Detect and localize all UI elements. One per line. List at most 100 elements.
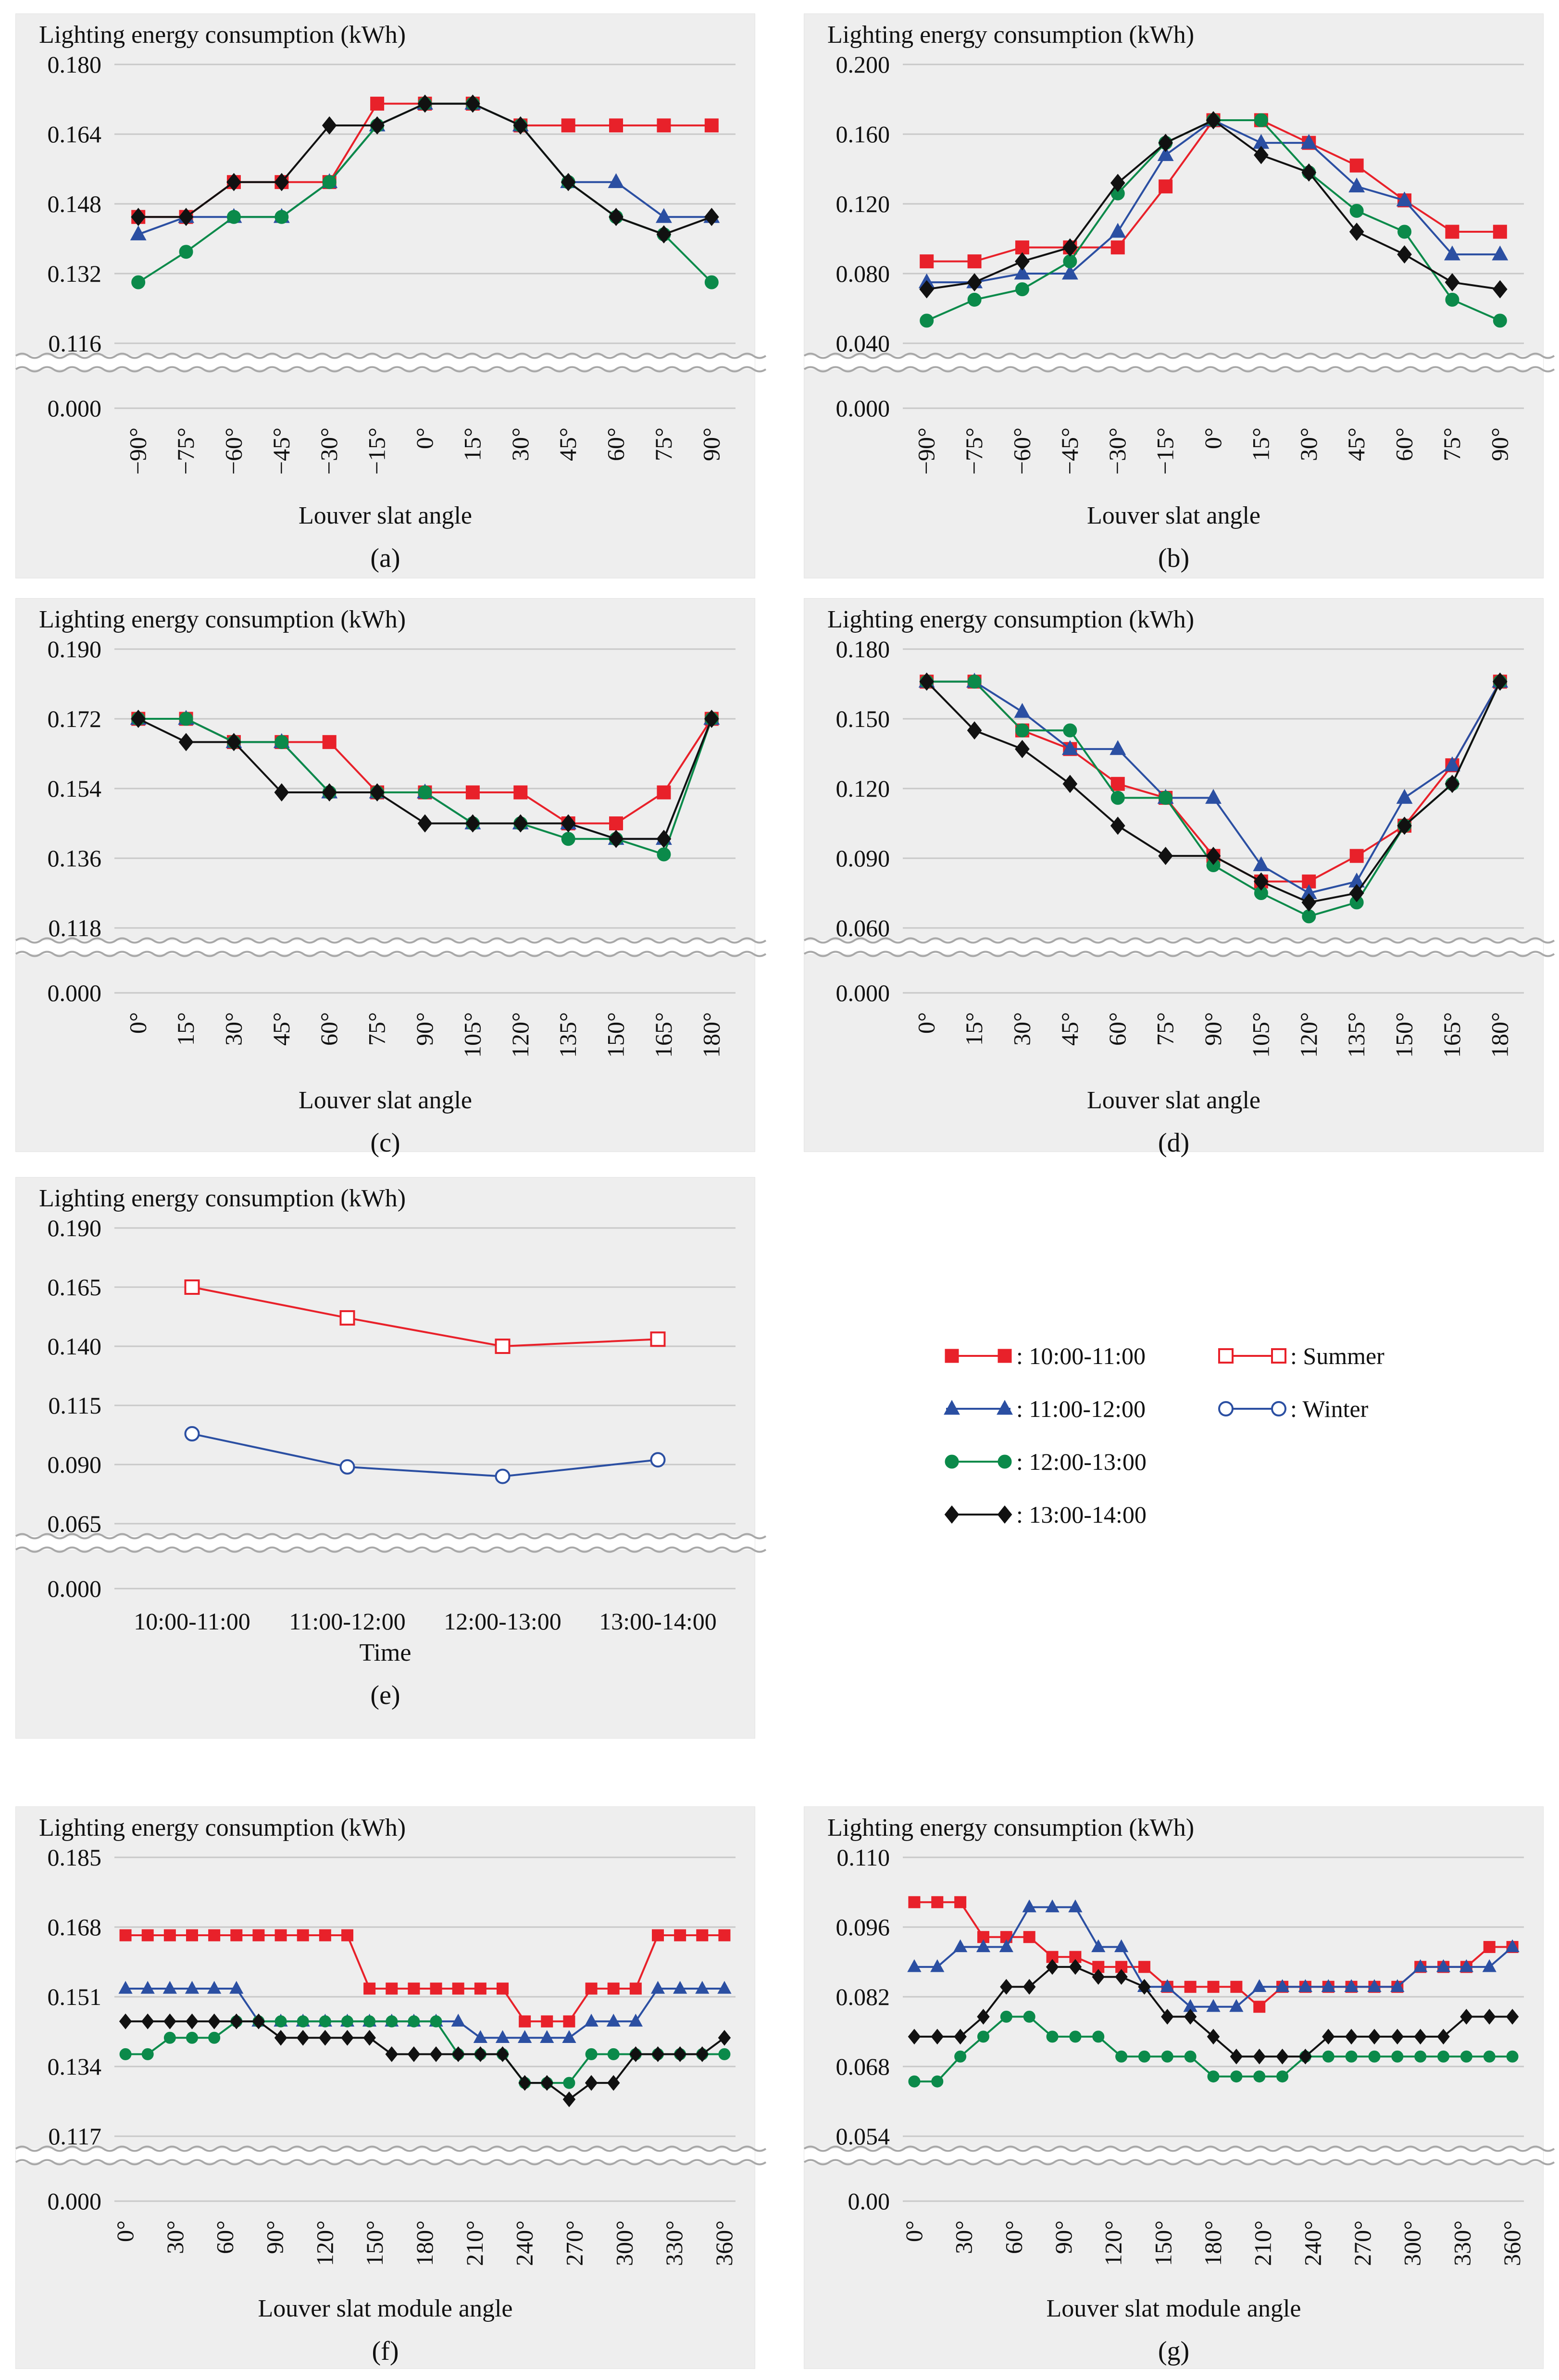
data-point xyxy=(207,1980,222,1994)
data-point xyxy=(1390,1979,1405,1992)
data-point xyxy=(322,735,337,749)
legend: : 10:00-11:00 : 11:00-12:00 : 12:00-13:0… xyxy=(942,1327,1471,1543)
data-point xyxy=(1206,847,1221,865)
x-tick-label: −15° xyxy=(363,427,390,475)
data-point xyxy=(1091,1939,1106,1953)
data-point xyxy=(1322,2029,1335,2045)
data-point xyxy=(274,783,289,802)
x-tick-label: 210° xyxy=(461,2220,488,2266)
series-s2 xyxy=(130,95,720,240)
data-point xyxy=(339,1459,355,1475)
y-tick-label-zero: 0.000 xyxy=(48,2188,102,2215)
data-point xyxy=(1344,1979,1359,1992)
y-tick-label: 0.120 xyxy=(836,775,890,802)
x-tick-label: 180° xyxy=(698,1012,724,1058)
data-point xyxy=(184,1426,200,1442)
data-point xyxy=(1396,789,1413,804)
legend-label-11-12: : 11:00-12:00 xyxy=(1016,1395,1146,1422)
data-point xyxy=(1445,775,1460,793)
data-point xyxy=(229,1980,244,1994)
data-point xyxy=(1492,245,1509,261)
series-s2 xyxy=(918,111,1509,288)
data-point xyxy=(363,2015,376,2028)
x-tick-label: −90° xyxy=(125,427,151,475)
data-point xyxy=(252,2013,265,2029)
data-point xyxy=(1445,225,1459,239)
data-point xyxy=(297,2015,309,2028)
x-tick-label: 15° xyxy=(960,1012,987,1046)
chart-svg-c: Lighting energy consumption (kWh) 0.190 0.… xyxy=(15,606,767,1158)
data-point xyxy=(1022,1899,1036,1913)
y-tick-label: 0.115 xyxy=(48,1392,101,1419)
data-point xyxy=(1302,909,1316,924)
data-point xyxy=(1015,723,1029,738)
chart-caption: (g) xyxy=(1158,2336,1189,2366)
x-tick-label: 60° xyxy=(1000,2220,1027,2254)
data-point xyxy=(931,2075,944,2088)
x-tick-label: 11:00-12:00 xyxy=(289,1608,406,1635)
data-point xyxy=(319,2015,331,2028)
x-tick-label: −45° xyxy=(1056,427,1083,475)
data-point xyxy=(1110,740,1126,755)
legend-marker-end xyxy=(1271,1348,1286,1364)
data-point xyxy=(1349,849,1364,863)
series-s1 xyxy=(131,712,719,830)
data-point xyxy=(465,94,480,113)
legend-item-10-11: : 10:00-11:00 xyxy=(942,1341,1146,1370)
y-tick-label: 0.180 xyxy=(836,636,890,663)
legend-marker-end xyxy=(997,1400,1013,1415)
x-axis-title: Louver slat angle xyxy=(1087,1087,1260,1114)
data-point xyxy=(1275,1979,1290,1992)
x-tick-label: −45° xyxy=(268,427,295,475)
y-tick-label: 0.096 xyxy=(836,1914,890,1941)
data-point xyxy=(673,2046,686,2062)
x-tick-label: 13:00-14:00 xyxy=(599,1608,716,1635)
data-point xyxy=(1483,1941,1496,1953)
data-point xyxy=(919,672,935,691)
x-tick-label: −30° xyxy=(315,427,342,475)
data-point xyxy=(226,210,241,224)
axis-break-bottom xyxy=(15,951,767,957)
data-point xyxy=(967,292,982,307)
data-point xyxy=(274,210,289,224)
data-point xyxy=(704,118,719,133)
y-tick-label: 0.168 xyxy=(48,1914,102,1941)
x-tick-label: 165° xyxy=(650,1012,677,1058)
chart-svg-g: Lighting energy consumption (kWh) 0.110 0.… xyxy=(803,1814,1555,2366)
y-tick-label: 0.172 xyxy=(48,705,102,732)
data-point xyxy=(1506,2009,1519,2025)
data-point xyxy=(540,2075,554,2091)
data-point xyxy=(430,2015,442,2028)
data-point xyxy=(1062,238,1078,257)
data-point xyxy=(1349,223,1364,241)
data-point xyxy=(230,2013,243,2029)
data-point xyxy=(163,2013,176,2029)
data-point xyxy=(1161,2050,1173,2063)
y-tick-label: 0.150 xyxy=(836,705,890,732)
data-point xyxy=(1253,2070,1266,2083)
x-axis-title: Louver slat module angle xyxy=(1047,2295,1301,2322)
data-point xyxy=(1062,775,1078,793)
data-point xyxy=(1413,1959,1428,1972)
data-point xyxy=(1397,225,1412,239)
data-point xyxy=(1505,1939,1520,1953)
legend-label-summer: : Summer xyxy=(1290,1342,1384,1369)
x-tick-label: 0° xyxy=(900,2220,927,2242)
y-tick-label-zero: 0.00 xyxy=(848,2188,890,2215)
series-s4 xyxy=(119,2013,731,2107)
data-point xyxy=(1230,1980,1243,1993)
data-point xyxy=(608,173,624,188)
data-point xyxy=(1159,179,1173,194)
data-point xyxy=(908,1896,921,1908)
x-axis-title: Louver slat module angle xyxy=(258,2295,513,2322)
data-point xyxy=(163,2031,176,2044)
x-axis-title: Louver slat angle xyxy=(299,502,472,529)
data-point xyxy=(1110,816,1125,835)
data-point xyxy=(1437,2050,1450,2063)
y-axis-title: Lighting energy consumption (kWh) xyxy=(39,1185,406,1212)
data-point xyxy=(1015,252,1030,271)
x-tick-label: 360° xyxy=(711,2220,737,2266)
chart-panel-c: Lighting energy consumption (kWh) 0.190 0.… xyxy=(15,598,767,1158)
x-tick-label: 180° xyxy=(411,2220,438,2266)
data-point xyxy=(1391,2050,1404,2063)
